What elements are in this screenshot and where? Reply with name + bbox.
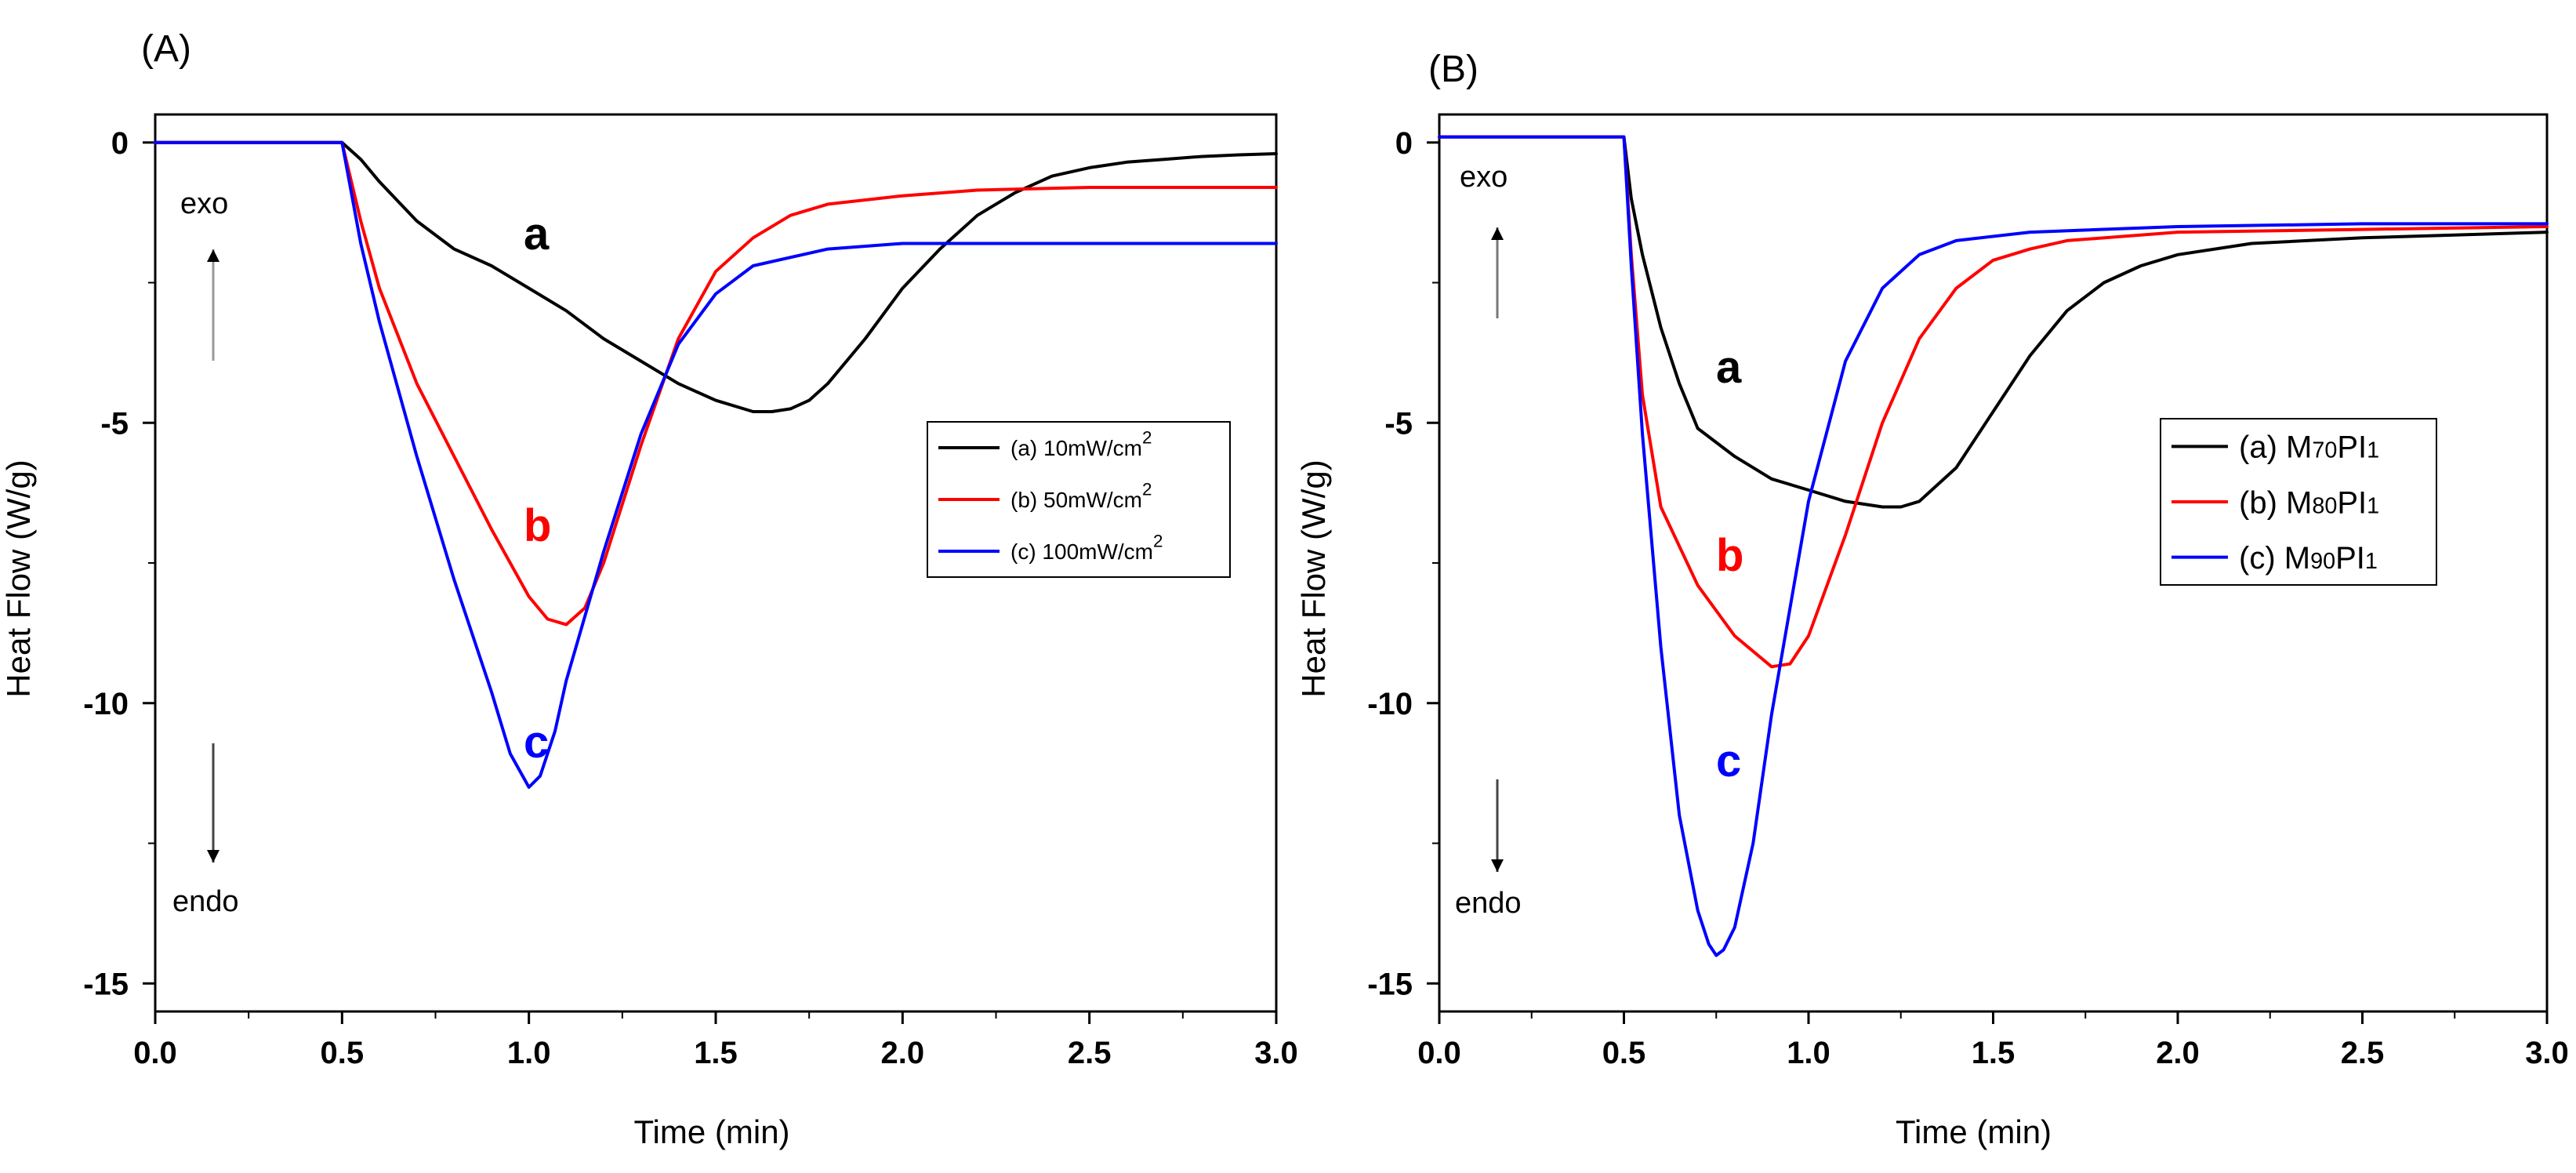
- down-arrow-icon: [207, 850, 220, 862]
- series-line-c: [154, 140, 1278, 789]
- legend: (a) 10mW/cm2 (b) 50mW/cm2 (c) 100mW/cm2: [927, 421, 1231, 578]
- endo-label: endo: [1455, 887, 1522, 920]
- series-line-c: [1438, 135, 2549, 957]
- exo-label: exo: [180, 187, 228, 220]
- x-tick-label: 1.0: [1787, 1036, 1830, 1070]
- up-arrow-icon: [207, 249, 220, 262]
- x-tick-label: 2.5: [2341, 1036, 2385, 1070]
- curve-label-b: b: [1716, 530, 1743, 581]
- x-tick-label: 2.0: [2156, 1036, 2200, 1070]
- x-tick-label: 1.5: [1972, 1036, 2015, 1070]
- x-tick-label: 3.0: [1254, 1036, 1298, 1070]
- curve-label-a: a: [524, 209, 550, 260]
- panel-a: (A) 0.0 0.5 1.0 1.5 2.0 2.5 3.0 0 -5 -10 -15 Time (m…: [0, 28, 1298, 1150]
- x-tick-label: 3.0: [2525, 1036, 2569, 1070]
- series-line-b: [1438, 135, 2549, 669]
- legend-entry: (b) M80PI1: [2239, 485, 2379, 520]
- endo-label: endo: [172, 885, 239, 918]
- x-tick-label: 2.0: [881, 1036, 925, 1070]
- curve-label-c: c: [1716, 735, 1741, 786]
- up-arrow-icon: [1491, 227, 1504, 240]
- panel-label: (A): [141, 28, 191, 70]
- y-tick-label: -5: [100, 406, 129, 441]
- curve-label-b: b: [524, 500, 551, 551]
- legend: (a) M70PI1 (b) M80PI1 (c) M90PI1: [2160, 418, 2437, 586]
- legend-entry: (a) M70PI1: [2239, 430, 2379, 465]
- x-tick-label: 2.5: [1068, 1036, 1112, 1070]
- series-line-a: [154, 140, 1278, 413]
- panel-b: (B) 0.0 0.5 1.0 1.5 2.0 2.5 3.0 0 -5 -10 -15 Time (m…: [1295, 49, 2569, 1150]
- legend-entry: (a) 10mW/cm2: [1010, 428, 1152, 460]
- y-tick-label: -10: [83, 687, 129, 721]
- x-tick-label: 1.5: [694, 1036, 738, 1070]
- y-tick-label: 0: [111, 126, 129, 161]
- x-axis-title: Time (min): [633, 1113, 789, 1150]
- x-tick-label: 0.0: [133, 1036, 177, 1070]
- curve-label-c: c: [524, 717, 549, 768]
- legend-entry: (b) 50mW/cm2: [1010, 480, 1152, 512]
- x-tick-label: 1.0: [507, 1036, 551, 1070]
- legend-entry: (c) M90PI1: [2239, 541, 2378, 576]
- x-tick-label: 0.5: [1602, 1036, 1646, 1070]
- curve-label-a: a: [1716, 342, 1742, 393]
- legend-entry: (c) 100mW/cm2: [1010, 532, 1163, 564]
- series-line-a: [1438, 135, 2549, 509]
- x-tick-label: 0.5: [321, 1036, 365, 1070]
- y-tick-label: -15: [1367, 967, 1413, 1001]
- y-tick-label: -10: [1367, 687, 1413, 721]
- y-tick-label: -15: [83, 967, 129, 1001]
- x-tick-label: 0.0: [1417, 1036, 1461, 1070]
- y-tick-label: 0: [1395, 126, 1413, 161]
- y-axis-title: Heat Flow (W/g): [1295, 459, 1332, 697]
- panel-label: (B): [1428, 49, 1478, 90]
- x-axis-title: Time (min): [1896, 1113, 2052, 1150]
- y-axis-title: Heat Flow (W/g): [0, 459, 37, 697]
- exo-label: exo: [1460, 161, 1508, 194]
- down-arrow-icon: [1491, 859, 1504, 872]
- y-tick-label: -5: [1384, 406, 1413, 441]
